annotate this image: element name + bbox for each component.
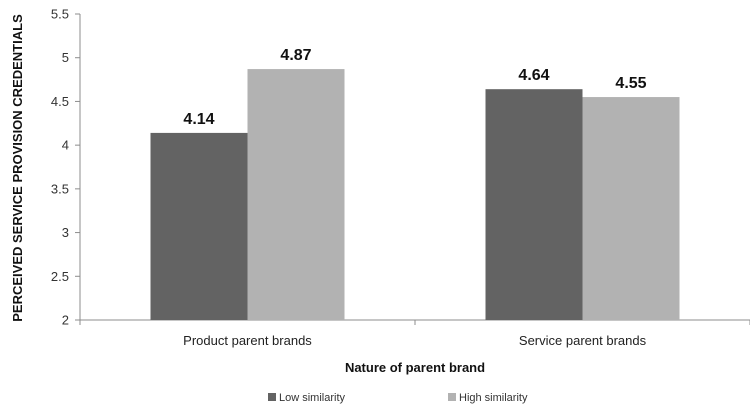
legend-swatch-low-similarity — [268, 393, 276, 401]
y-tick-label: 3.5 — [51, 181, 69, 196]
data-label-low-similarity-service-parent-brands: 4.64 — [518, 67, 549, 84]
data-label-high-similarity-service-parent-brands: 4.55 — [615, 75, 646, 92]
y-axis-title: PERCEIVED SERVICE PROVISION CREDENTIALS — [10, 14, 25, 322]
y-tick-label: 4.5 — [51, 94, 69, 109]
y-tick-label: 2 — [62, 313, 69, 328]
bar-low-similarity-product-parent-brands — [150, 132, 248, 320]
bar-low-similarity-service-parent-brands — [485, 89, 583, 320]
y-tick-label: 5.5 — [51, 7, 69, 22]
y-tick-label: 3 — [62, 225, 69, 240]
y-tick-label: 5 — [62, 50, 69, 65]
legend: Low similarity High similarity — [268, 392, 528, 404]
y-tick-label: 4 — [62, 138, 69, 153]
y-tick-label: 2.5 — [51, 269, 69, 284]
legend-swatch-high-similarity — [448, 393, 456, 401]
x-axis-title: Nature of parent brand — [345, 360, 485, 375]
x-category-label: Product parent brands — [183, 333, 312, 348]
bar-high-similarity-product-parent-brands — [247, 69, 345, 320]
x-category-label: Service parent brands — [519, 333, 647, 348]
legend-label-low-similarity: Low similarity — [279, 392, 346, 404]
legend-label-high-similarity: High similarity — [459, 392, 528, 404]
bar-high-similarity-service-parent-brands — [582, 97, 680, 320]
data-label-high-similarity-product-parent-brands: 4.87 — [280, 47, 311, 64]
data-label-low-similarity-product-parent-brands: 4.14 — [183, 111, 214, 128]
